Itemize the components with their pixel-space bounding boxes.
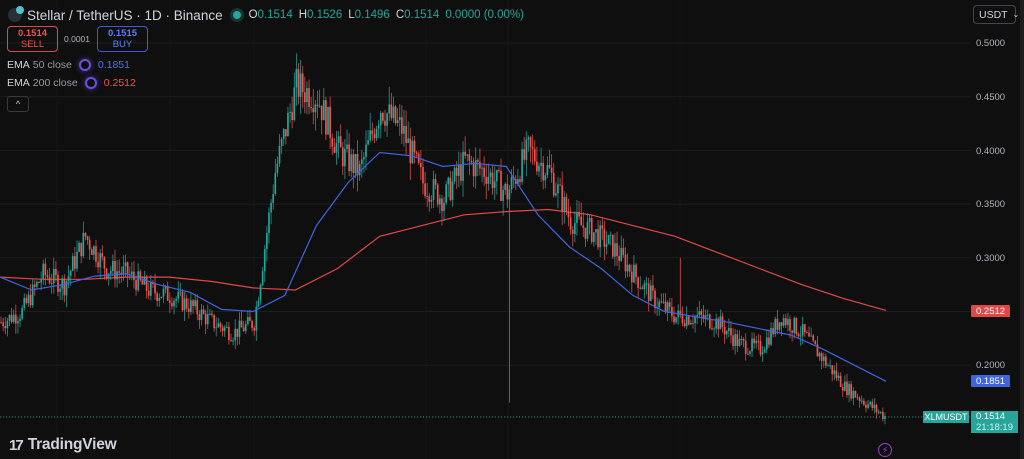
sell-price: 0.1514 xyxy=(17,28,48,39)
symbol-price-label: XLMUSDT xyxy=(923,411,969,423)
buy-price: 0.1515 xyxy=(107,28,138,39)
symbol-title[interactable]: Stellar / TetherUS · 1D · Binance xyxy=(27,7,223,23)
y-tick-label: 0.4500 xyxy=(976,92,1006,103)
ohlc-low: L0.1496 xyxy=(348,9,390,21)
tradingview-logo[interactable]: 17 TradingView xyxy=(9,436,117,454)
symbol-header: Stellar / TetherUS · 1D · Binance O0.151… xyxy=(8,6,524,24)
currency-selector[interactable]: USDT ⌄ xyxy=(973,5,1019,24)
buy-button[interactable]: 0.1515 BUY xyxy=(97,26,148,52)
collapse-indicators-button[interactable]: ^ xyxy=(7,96,29,112)
ema-50-value: 0.1851 xyxy=(97,59,130,71)
buy-label: BUY xyxy=(112,39,133,50)
right-border xyxy=(1020,0,1024,459)
chevron-up-icon: ^ xyxy=(15,99,21,109)
current-price-label: 0.1514 21:18:19 xyxy=(971,411,1018,433)
indicator-ema-200[interactable]: EMA 200 close 0.2512 xyxy=(7,77,136,89)
lightning-icon[interactable]: ⚡ xyxy=(878,443,892,457)
ohlc-close: C0.1514 xyxy=(395,9,440,21)
y-tick-label: 0.3000 xyxy=(976,253,1006,264)
y-tick-label: 0.4000 xyxy=(976,146,1006,157)
market-status-icon[interactable] xyxy=(232,11,241,19)
sell-label: SELL xyxy=(20,39,45,50)
stellar-logo-icon xyxy=(8,6,24,22)
ema-50-line xyxy=(0,151,887,382)
ema-200-line xyxy=(0,208,887,311)
candlesticks xyxy=(0,53,886,425)
tradingview-mark-icon: 17 xyxy=(9,436,24,454)
indicator-ema-50[interactable]: EMA 50 close 0.1851 xyxy=(7,59,130,71)
chevron-down-icon: ⌄ xyxy=(1012,10,1020,19)
ohlc-high: H0.1526 xyxy=(298,9,343,21)
grid-lines xyxy=(0,42,970,366)
y-tick-label: 0.5000 xyxy=(976,38,1006,49)
y-tick-label: 0.2000 xyxy=(976,360,1006,371)
ema-50-price-label: 0.1851 xyxy=(971,375,1010,387)
ema-200-price-label: 0.2512 xyxy=(971,305,1010,317)
loading-spinner-icon xyxy=(84,77,97,89)
ema-200-value: 0.2512 xyxy=(103,77,136,89)
y-tick-label: 0.3500 xyxy=(976,199,1006,210)
sell-button[interactable]: 0.1514 SELL xyxy=(7,26,58,52)
loading-spinner-icon xyxy=(78,59,91,71)
spread-value: 0.0001 xyxy=(64,34,90,44)
bar-countdown: 21:18:19 xyxy=(976,422,1013,433)
ohlc-open: O0.1514 xyxy=(248,9,293,21)
price-change: 0.0000 (0.00%) xyxy=(445,9,524,21)
